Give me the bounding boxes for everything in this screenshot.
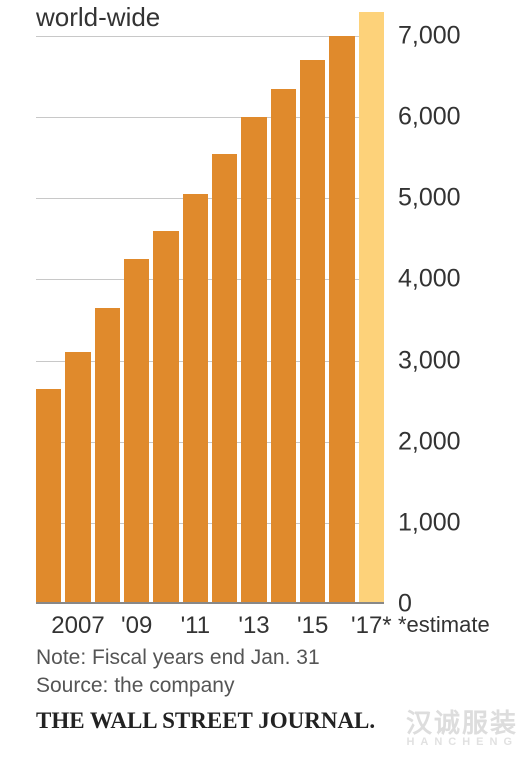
bar [183, 194, 208, 604]
y-tick-label: 5,000 [398, 184, 461, 213]
bar [95, 308, 120, 604]
bar [36, 389, 61, 604]
chart-title: world-wide [36, 2, 160, 33]
x-tick-label: '09 [121, 612, 152, 640]
bar [153, 231, 178, 604]
bar [300, 60, 325, 604]
bar [271, 89, 296, 604]
bar [329, 36, 354, 604]
publication-credit: THE WALL STREET JOURNAL. [36, 708, 375, 734]
bar-group [36, 36, 384, 604]
bar [65, 352, 90, 604]
bar-estimate [359, 12, 384, 604]
x-tick-label: '15 [297, 612, 328, 640]
y-tick-label: 1,000 [398, 508, 461, 537]
y-axis-labels: 01,0002,0003,0004,0005,0006,0007,000 [398, 36, 508, 604]
source-note: Source: the company [36, 674, 234, 698]
y-tick-label: 6,000 [398, 103, 461, 132]
y-tick-label: 3,000 [398, 346, 461, 375]
watermark: 汉诚服装 HANCHENG [406, 703, 518, 748]
x-axis-baseline [36, 602, 384, 604]
x-tick-label: 2007 [51, 612, 104, 640]
watermark-subtext: HANCHENG [406, 736, 518, 748]
x-tick-label: '13 [238, 612, 269, 640]
bar [241, 117, 266, 604]
y-tick-label: 2,000 [398, 427, 461, 456]
x-axis-labels: 2007'09'11'13'15'17* [36, 612, 384, 642]
bar [212, 154, 237, 604]
chart-plot-area [36, 36, 384, 604]
x-tick-label: '17* [351, 612, 392, 640]
y-tick-label: 7,000 [398, 22, 461, 51]
bar [124, 259, 149, 604]
watermark-text: 汉诚服装 [406, 708, 518, 738]
fiscal-year-note: Note: Fiscal years end Jan. 31 [36, 646, 320, 670]
x-tick-label: '11 [181, 612, 211, 640]
y-tick-label: 4,000 [398, 265, 461, 294]
estimate-footnote: *estimate [398, 612, 490, 638]
